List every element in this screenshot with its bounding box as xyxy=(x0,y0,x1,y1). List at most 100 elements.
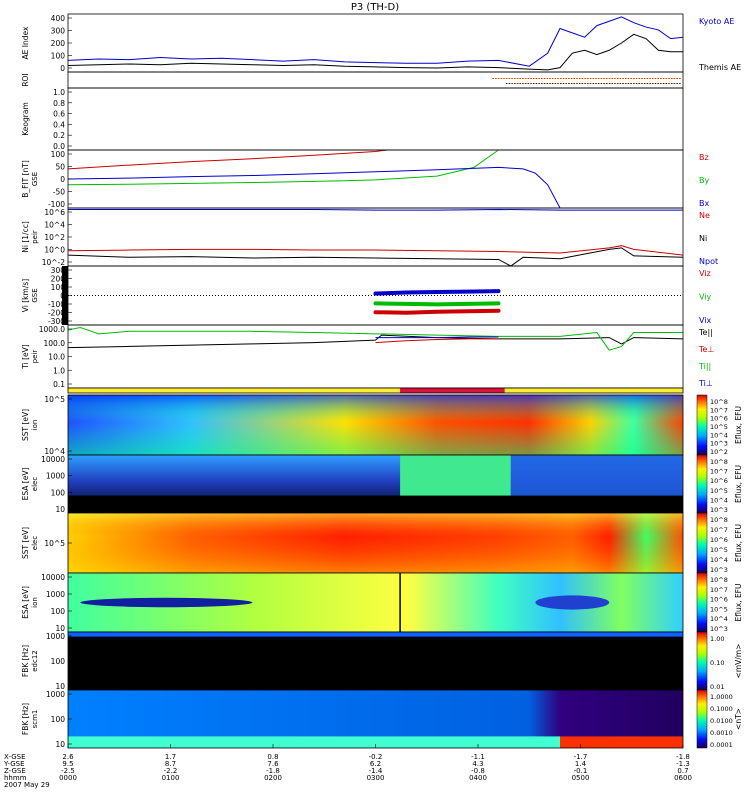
colorbar-tick: 0.0100 xyxy=(710,717,733,725)
roi-mark xyxy=(660,78,662,79)
xtick-label: 9.5 xyxy=(62,760,73,768)
series-By xyxy=(67,149,499,186)
colorbar xyxy=(696,631,708,691)
colorbar-tick: 10^7 xyxy=(710,406,728,414)
panel-bfield: 100 50 0 -50 -100 B_FIT [nT] GSE Bz By Bx xyxy=(21,149,709,209)
roi-mark xyxy=(668,78,670,79)
xtick-label: 4.3 xyxy=(472,760,483,768)
colorbar-tick: 10^4 xyxy=(710,556,728,564)
roi-mark xyxy=(597,83,600,84)
roi-mark xyxy=(649,78,651,79)
ylabel-sub: edc12 xyxy=(31,650,39,672)
colorbar-tick: 10^8 xyxy=(710,398,728,406)
ytick-label: 0.6 xyxy=(53,110,65,119)
roi-mark xyxy=(654,78,657,79)
ytick-label: 10 xyxy=(55,740,65,749)
series-Kyoto AE xyxy=(67,16,684,67)
series-Ne xyxy=(67,245,684,256)
ytick-label: 0.1 xyxy=(53,380,65,389)
roi-mark xyxy=(522,78,524,79)
roi-mark xyxy=(679,78,681,79)
roi-mark xyxy=(676,78,678,79)
roi-mark xyxy=(622,83,624,84)
roi-mark xyxy=(543,78,546,79)
roi-mark xyxy=(627,83,630,84)
roi-mark xyxy=(630,83,632,84)
roi-mark xyxy=(568,78,570,79)
ylabel: Ti [eV] xyxy=(21,344,30,369)
roi-mark xyxy=(554,78,557,79)
roi-mark xyxy=(511,78,513,79)
xtick-label: 0100 xyxy=(162,774,180,782)
ylabel-sub: GSE xyxy=(31,288,39,302)
panel-roi: ROI xyxy=(21,71,684,89)
colorbar-tick: 10^2 xyxy=(710,448,728,456)
roi-mark xyxy=(560,83,562,84)
roi-mark xyxy=(541,78,543,79)
colorbar-label: <nT> xyxy=(734,708,743,730)
heatmap-block xyxy=(510,455,683,497)
roi-mark xyxy=(584,83,586,84)
heatmap-overlay xyxy=(68,513,683,573)
roi-mark xyxy=(557,83,559,84)
ylabel: Vi [km/s] xyxy=(21,279,30,312)
roi-mark xyxy=(516,78,519,79)
roi-mark xyxy=(535,78,538,79)
roi-mark xyxy=(551,78,554,79)
ytick-label: 10000 xyxy=(41,455,65,464)
roi-mark xyxy=(530,83,532,84)
xtick-label: -1.3 xyxy=(676,760,690,768)
xtick-label: -0.8 xyxy=(471,767,485,775)
roi-mark xyxy=(562,83,565,84)
roi-mark xyxy=(608,83,611,84)
series-Ti⊥ xyxy=(375,336,499,339)
roi-mark xyxy=(646,83,649,84)
roi-mark xyxy=(527,83,530,84)
xaxis-row-label: Z-GSE xyxy=(4,767,26,775)
colorbar-label: Eflux, EFU xyxy=(734,524,743,562)
ytick-label: 10.0 xyxy=(48,353,65,362)
roi-mark xyxy=(641,78,643,79)
roi-mark xyxy=(535,83,538,84)
panel-keogram: 1.0 0.8 0.60.4 0.2 0.0 Keogram xyxy=(21,87,684,151)
colorbar-tick: 0.0001 xyxy=(710,741,733,749)
legend-By: By xyxy=(699,176,709,185)
roi-mark xyxy=(603,78,605,79)
xtick-label: 7.6 xyxy=(267,760,279,768)
roi-mark xyxy=(603,83,605,84)
roi-mark xyxy=(592,78,595,79)
roi-mark xyxy=(657,83,660,84)
roi-mark xyxy=(657,78,660,79)
roi-mark xyxy=(646,78,649,79)
roi-mark xyxy=(600,78,603,79)
ytick-label: -300 xyxy=(48,317,65,326)
roi-mark xyxy=(576,78,578,79)
legend-Bx: Bx xyxy=(699,199,709,208)
roi-mark xyxy=(581,83,584,84)
ytick-label: 1000 xyxy=(46,632,65,641)
roi-mark xyxy=(673,83,676,84)
ytick-label: 0.4 xyxy=(53,120,65,129)
xtick-label: 0.7 xyxy=(677,767,688,775)
roi-mark xyxy=(546,78,549,79)
colorbar-label: Eflux, EFU xyxy=(734,584,743,622)
legend-Bz: Bz xyxy=(699,153,709,162)
roi-mark xyxy=(649,83,651,84)
ytick-label: 10000 xyxy=(41,573,65,582)
colorbar-tick: 10^6 xyxy=(710,596,728,604)
panel-ae: 400 300 200 100 0 AE Index Kyoto AE Themis AE xyxy=(21,13,741,73)
roi-mark xyxy=(519,83,522,84)
roi-mark xyxy=(508,83,511,84)
xaxis-row-label: Y-GSE xyxy=(3,760,25,768)
heatmap-fill xyxy=(68,632,683,690)
roi-mark xyxy=(549,83,551,84)
roi-mark xyxy=(595,83,597,84)
roi-mark xyxy=(592,83,595,84)
series-Te|| xyxy=(67,334,684,349)
colorbar-tick: 10^8 xyxy=(710,516,728,524)
legend-Ti||: Ti|| xyxy=(698,362,711,371)
ytick-label: 10 xyxy=(55,505,65,514)
heatmap-band xyxy=(68,632,683,637)
roi-mark xyxy=(513,83,516,84)
